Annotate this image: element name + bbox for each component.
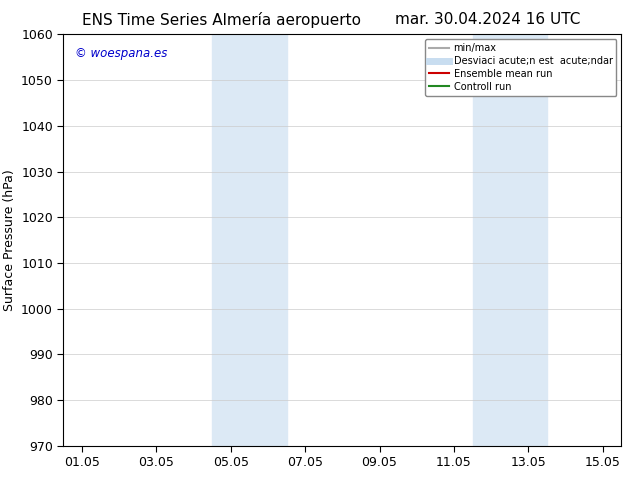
Text: mar. 30.04.2024 16 UTC: mar. 30.04.2024 16 UTC <box>396 12 581 27</box>
Legend: min/max, Desviaci acute;n est  acute;ndar, Ensemble mean run, Controll run: min/max, Desviaci acute;n est acute;ndar… <box>425 39 616 96</box>
Y-axis label: Surface Pressure (hPa): Surface Pressure (hPa) <box>3 169 16 311</box>
Text: © woespana.es: © woespana.es <box>75 47 167 60</box>
Bar <box>212 34 287 446</box>
Bar <box>472 34 547 446</box>
Text: ENS Time Series Almería aeropuerto: ENS Time Series Almería aeropuerto <box>82 12 361 28</box>
